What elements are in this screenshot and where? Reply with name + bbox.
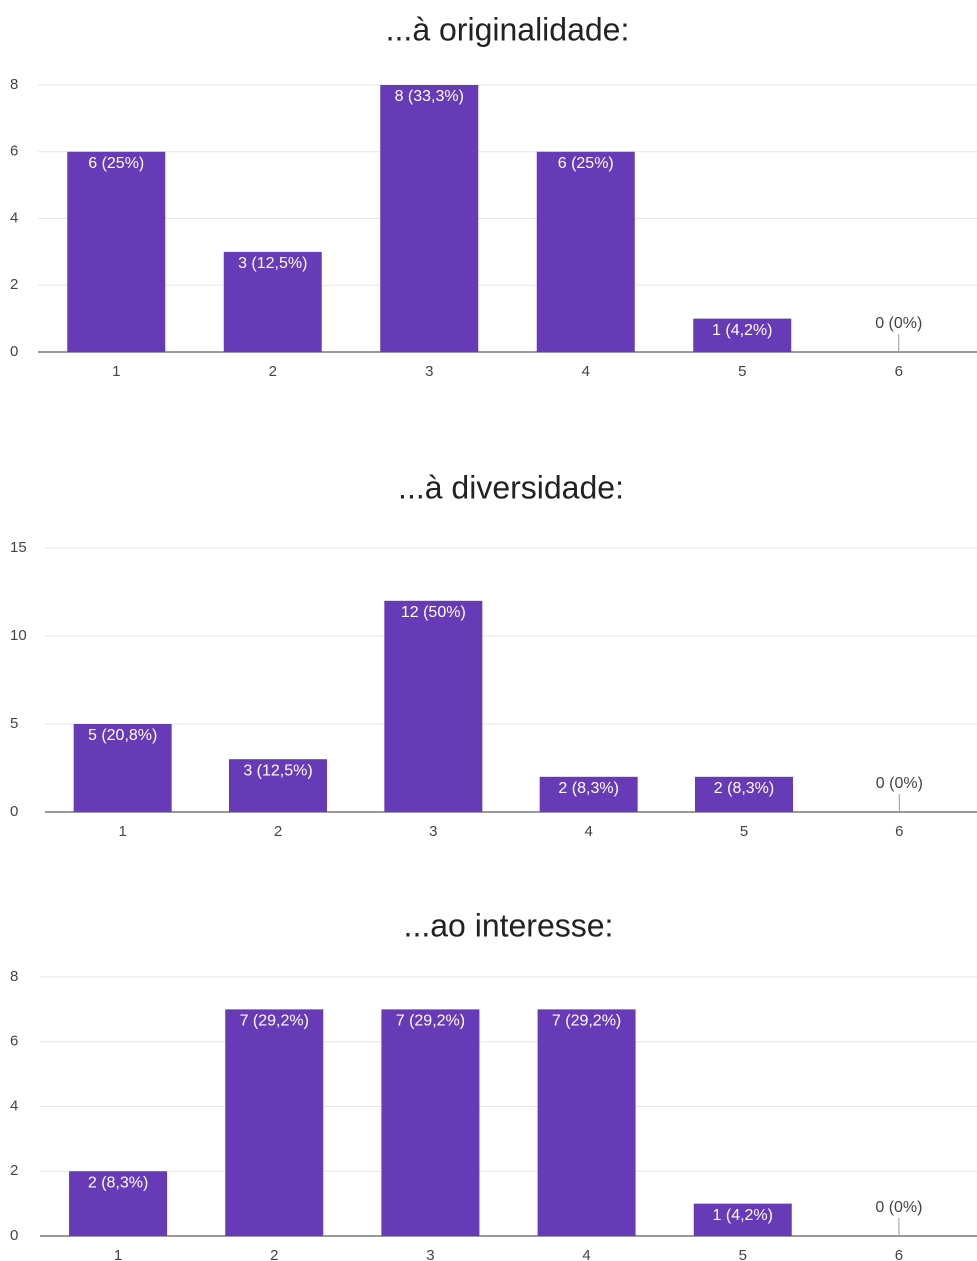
y-tick-label: 0 — [10, 803, 18, 820]
bar — [73, 724, 172, 812]
bar — [69, 1171, 168, 1236]
y-tick-label: 8 — [10, 76, 18, 93]
bar — [381, 1009, 480, 1236]
bar — [229, 759, 327, 812]
x-tick-label: 5 — [738, 363, 746, 380]
x-tick-label: 6 — [895, 1247, 903, 1261]
x-tick-label: 4 — [584, 823, 592, 840]
y-tick-label: 2 — [10, 276, 18, 293]
y-tick-label: 4 — [10, 209, 18, 226]
value-label: 7 (29,2%) — [240, 1013, 309, 1030]
value-label: 2 (8,3%) — [88, 1174, 148, 1191]
bar — [67, 151, 166, 352]
value-label: 6 (25%) — [558, 155, 614, 172]
bar — [693, 1203, 792, 1236]
value-label: 7 (29,2%) — [396, 1013, 465, 1030]
x-tick-label: 2 — [270, 1247, 278, 1261]
x-tick-label: 2 — [269, 363, 277, 380]
x-tick-label: 4 — [582, 363, 590, 380]
bar — [384, 600, 483, 812]
x-tick-label: 5 — [739, 1247, 747, 1261]
bar — [536, 151, 635, 352]
x-tick-label: 3 — [429, 823, 437, 840]
y-tick-label: 4 — [10, 1097, 18, 1114]
x-tick-label: 1 — [118, 823, 126, 840]
value-label: 12 (50%) — [401, 604, 466, 621]
bar — [380, 85, 479, 352]
x-tick-label: 3 — [426, 1247, 434, 1261]
y-tick-label: 8 — [10, 968, 18, 985]
x-tick-label: 6 — [895, 823, 903, 840]
x-tick-label: 4 — [582, 1247, 590, 1261]
value-label: 0 (0%) — [875, 315, 922, 332]
value-label: 6 (25%) — [88, 155, 144, 172]
x-tick-label: 3 — [425, 363, 433, 380]
y-tick-label: 10 — [10, 627, 27, 644]
y-tick-label: 5 — [10, 715, 18, 732]
y-tick-label: 15 — [10, 539, 27, 556]
value-label: 0 (0%) — [875, 1199, 922, 1216]
x-tick-label: 1 — [112, 363, 120, 380]
y-tick-label: 2 — [10, 1162, 18, 1179]
x-tick-label: 1 — [114, 1247, 122, 1261]
chart-title: ...ao interesse: — [404, 907, 614, 943]
x-tick-label: 6 — [895, 363, 903, 380]
value-label: 2 (8,3%) — [714, 780, 774, 797]
chart-title: ...à originalidade: — [386, 11, 630, 47]
value-label: 1 (4,2%) — [712, 322, 772, 339]
bar — [539, 776, 638, 812]
value-label: 5 (20,8%) — [88, 727, 157, 744]
value-label: 2 (8,3%) — [558, 780, 618, 797]
y-tick-label: 6 — [10, 143, 18, 160]
bar — [693, 318, 792, 352]
y-tick-label: 0 — [10, 1227, 18, 1244]
x-tick-label: 5 — [740, 823, 748, 840]
x-tick-label: 2 — [274, 823, 282, 840]
bar — [225, 1009, 324, 1236]
value-label: 3 (12,5%) — [238, 255, 307, 272]
y-tick-label: 0 — [10, 343, 18, 360]
bar — [695, 776, 793, 812]
y-tick-label: 6 — [10, 1033, 18, 1050]
chart-title: ...à diversidade: — [398, 469, 624, 505]
bar — [537, 1009, 636, 1236]
value-label: 3 (12,5%) — [243, 762, 312, 779]
value-label: 8 (33,3%) — [395, 88, 464, 105]
value-label: 7 (29,2%) — [552, 1013, 621, 1030]
value-label: 0 (0%) — [876, 775, 923, 792]
bar — [223, 251, 322, 352]
value-label: 1 (4,2%) — [713, 1207, 773, 1224]
